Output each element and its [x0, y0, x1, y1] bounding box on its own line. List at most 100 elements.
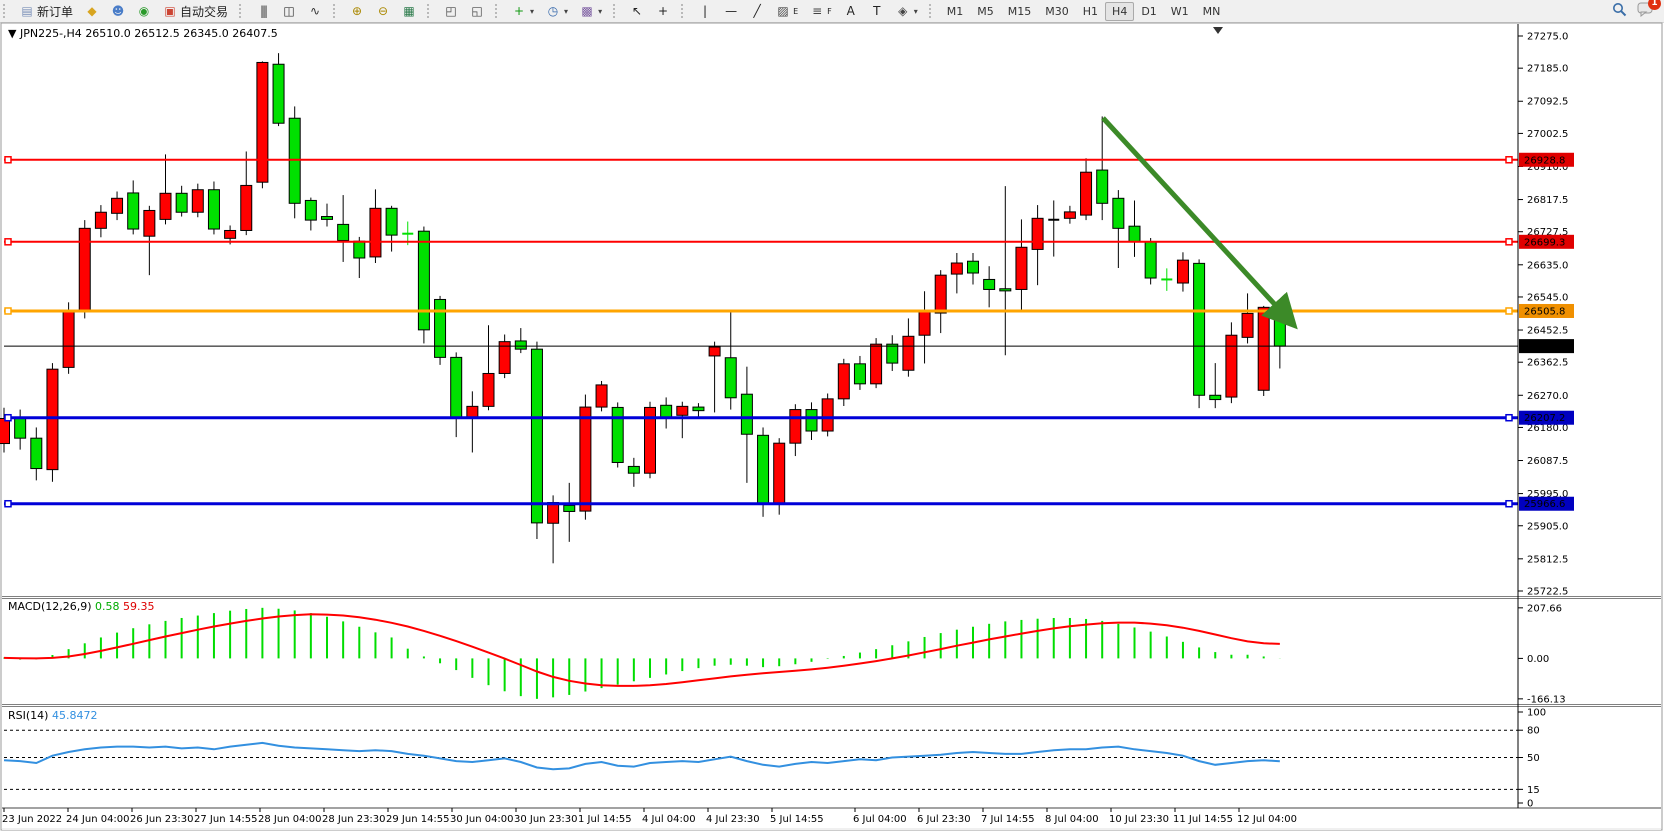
vline-button[interactable]: | [693, 2, 717, 20]
profile-icon-button[interactable]: ☻ [106, 2, 130, 20]
toolbar-separator [613, 4, 619, 18]
zoom-in-button[interactable]: ⊕ [345, 2, 369, 20]
arrange-windows-button[interactable]: ◰ [439, 2, 463, 20]
price-badge-label: 26699.3 [1524, 237, 1565, 248]
period-button[interactable]: ◷ ▾ [541, 2, 573, 20]
timeframe-h4-button[interactable]: H4 [1105, 1, 1135, 21]
main-toolbar: ▤ 新订单 ◆ ☻ ◉ ▣ 自动交易 ||| ◫ ∿ ⊕ ⊖ ▦ ◰ ◱ + ▾ ◷ ▾ ▩ ▾ ↖ + | — ╱ ▨ E ≡ F A T ◈… [0, 0, 1664, 23]
axis-tick-label: 25995.0 [1527, 489, 1568, 500]
chart-canvas[interactable]: 27275.0 27185.0 27092.5 27002.5 26910.0 26817… [0, 22, 1664, 832]
chat-button[interactable]: 1 [1637, 0, 1661, 20]
candle-body [934, 274, 947, 314]
candle-body [967, 260, 979, 274]
candle-body [1080, 171, 1093, 216]
candle-body [62, 310, 75, 368]
zoom-out-button[interactable]: ⊖ [371, 2, 395, 20]
trend-arrow-object[interactable] [1101, 116, 1298, 330]
timeframe-m5-button[interactable]: M5 [977, 4, 994, 18]
line-anchor-handle[interactable] [4, 413, 12, 422]
add-indicator-icon: + [514, 4, 525, 18]
profile-icon-icon: ☻ [111, 4, 125, 18]
timeframe-m30-button[interactable]: M30 [1045, 4, 1069, 18]
bar-chart-button[interactable]: ||| [251, 2, 275, 20]
collapse-triangle-icon: ▼ [8, 27, 20, 40]
label-button[interactable]: T [865, 2, 889, 20]
line-chart-icon: ∿ [310, 4, 321, 18]
timeframe-h1-button[interactable]: H1 [1082, 4, 1099, 18]
trendline-button[interactable]: ╱ [745, 2, 769, 20]
candle-body [837, 363, 850, 400]
price-badge [1519, 496, 1574, 511]
auto-trading-button[interactable]: ▣ 自动交易 [158, 1, 233, 22]
line-anchor-handle[interactable] [1505, 238, 1513, 246]
line-anchor-handle[interactable] [4, 499, 12, 508]
template-button[interactable]: ▩ ▾ [575, 2, 607, 20]
candle-body [337, 223, 350, 241]
time-tick-label: 6 Jul 04:00 [853, 814, 907, 825]
axis-tick-label: 27002.5 [1527, 129, 1568, 140]
timeframe-m15-button[interactable]: M15 [1007, 4, 1032, 18]
macd-label: MACD(12,26,9) 0.58 59.35 [8, 600, 155, 613]
rsi-tick-label: 15 [1527, 785, 1540, 796]
new-order-button[interactable]: ▤ 新订单 [15, 1, 78, 22]
crosshair-button[interactable]: + [651, 2, 675, 20]
rsi-pane [3, 729, 1518, 790]
decorations-layer [2, 27, 1661, 830]
candle-body [159, 192, 172, 220]
tile-windows-icon: ▦ [403, 4, 415, 18]
line-anchor-handle[interactable] [4, 307, 12, 315]
toolbar-separator [3, 4, 9, 18]
timeframe-d1-button[interactable]: D1 [1141, 4, 1157, 18]
candle-body [999, 288, 1012, 292]
line-chart-button[interactable]: ∿ [303, 2, 327, 20]
cursor-icon: ↖ [632, 4, 643, 18]
line-anchor-handle[interactable] [1505, 156, 1513, 164]
hline-button[interactable]: — [719, 2, 743, 20]
timeframe-w1-button[interactable]: W1 [1170, 4, 1189, 18]
line-anchor-handle[interactable] [1505, 499, 1513, 508]
candle-body [692, 406, 705, 412]
cursor-button[interactable]: ↖ [625, 2, 649, 20]
price-badge [1519, 152, 1574, 167]
drawn-objects-layer[interactable] [4, 116, 1518, 508]
charts-icon-button[interactable]: ◆ [80, 2, 104, 20]
candle-body [805, 409, 818, 432]
candle-body [1176, 259, 1189, 284]
chart-shift-triangle-icon [1213, 27, 1223, 34]
line-anchor-handle[interactable] [1505, 413, 1513, 422]
time-tick-label: 27 Jun 14:55 [194, 814, 258, 825]
axis-tick-label: 25905.0 [1527, 521, 1568, 532]
status-strip [2, 828, 1661, 830]
price-badge-label: 25966.6 [1524, 499, 1565, 510]
time-tick-label: 1 Jul 14:55 [578, 814, 632, 825]
line-anchor-handle[interactable] [4, 156, 12, 164]
candle-body [950, 262, 963, 275]
zoom-in-icon: ⊕ [352, 4, 363, 18]
line-anchor-handle[interactable] [1505, 307, 1513, 315]
timeframe-m1-button[interactable]: M1 [946, 4, 964, 18]
line-anchor-handle[interactable] [4, 238, 12, 246]
candle-body [143, 209, 156, 237]
time-tick-label: 8 Jul 04:00 [1045, 814, 1099, 825]
timeframe-mn-button[interactable]: MN [1202, 4, 1221, 18]
time-tick-label: 30 Jun 04:00 [450, 814, 514, 825]
price-badge [1519, 303, 1574, 318]
tile-windows-button[interactable]: ▦ [397, 2, 421, 20]
candle-body [46, 368, 59, 471]
axis-tick-label: 26362.5 [1527, 358, 1568, 369]
axis-tick-label: 26727.5 [1527, 227, 1568, 238]
shapes-button[interactable]: ◈ ▾ [891, 2, 923, 20]
time-tick-label: 28 Jun 04:00 [258, 814, 322, 825]
fibonacci-button[interactable]: ≡ F [812, 4, 832, 18]
add-indicator-button[interactable]: + ▾ [507, 2, 539, 20]
candle-body [224, 229, 237, 239]
candle-body [1193, 262, 1206, 396]
chevron-down-icon: ▾ [530, 6, 535, 16]
search-icon[interactable] [1612, 2, 1627, 20]
data-window-button[interactable]: ◱ [465, 2, 489, 20]
channel-button[interactable]: ▨ E [777, 4, 799, 18]
text-button[interactable]: A [839, 2, 863, 20]
candlestick-button[interactable]: ◫ [277, 2, 301, 20]
signals-icon-button[interactable]: ◉ [132, 2, 156, 20]
